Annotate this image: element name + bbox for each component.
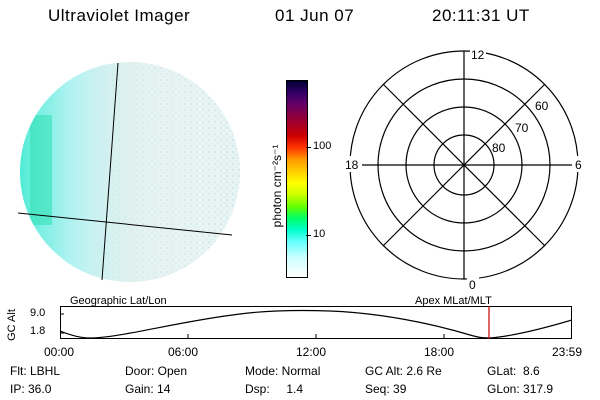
mlt-label-6: 6 [575,158,582,172]
timeline-xtick-1800: 18:00 [424,345,455,359]
timeline-ytick-low: 1.8 [30,325,46,337]
earth-disc [20,62,240,282]
polar-diagonal-2 [382,83,546,247]
timeline-xtick-0600: 06:00 [168,345,199,359]
timeline-xtick-0000: 00:00 [44,345,75,359]
timeline-xtick-2359: 23:59 [552,345,583,359]
colorbar-tick-100: 100 [313,140,332,152]
info-dsp: Dsp: 1.4 [245,382,304,396]
info-glat: GLat: 8.6 [487,364,540,378]
meridian-line [101,62,119,281]
info-ip: IP: 36.0 [10,382,52,396]
mlt-label-18: 18 [345,158,359,172]
timeline-frame [60,306,572,339]
timeline-ytick-high: 9.0 [30,307,46,319]
info-mode: Mode: Normal [245,364,321,378]
lat-label-60: 60 [535,99,549,113]
mlt-label-0: 0 [469,278,476,292]
altitude-timeline [60,306,572,339]
polar-plot: 12 18 6 0 60 70 80 [342,48,586,292]
time-label: 20:11:31 UT [432,6,530,25]
colorbar-tick [306,235,311,236]
colorbar-tick [306,147,311,148]
timeline-ylabel: GC Alt [6,309,18,341]
mlt-label-12: 12 [471,48,485,62]
info-door: Door: Open [125,364,188,378]
equator-line [17,212,233,236]
date-label: 01 Jun 07 [275,6,355,25]
info-glon: GLon: 317.9 [487,382,554,396]
earth-image [17,62,240,282]
info-gc-alt: GC Alt: 2.6 Re [365,364,442,378]
info-gain: Gain: 14 [125,382,171,396]
lat-label-80: 80 [492,141,506,155]
lat-label-70: 70 [515,121,529,135]
info-seq: Seq: 39 [365,382,407,396]
instrument-title: Ultraviolet Imager [48,6,191,25]
colorbar-tick-10: 10 [313,228,326,240]
colorbar-label: photon cm⁻²s⁻¹ [270,144,284,228]
apex-caption: Apex MLat/MLT [415,295,492,307]
info-flt: Flt: LBHL [10,364,61,378]
timeline-xtick-1200: 12:00 [296,345,327,359]
geographic-caption: Geographic Lat/Lon [70,295,167,307]
colorbar [286,80,308,278]
altitude-curve [60,309,572,339]
